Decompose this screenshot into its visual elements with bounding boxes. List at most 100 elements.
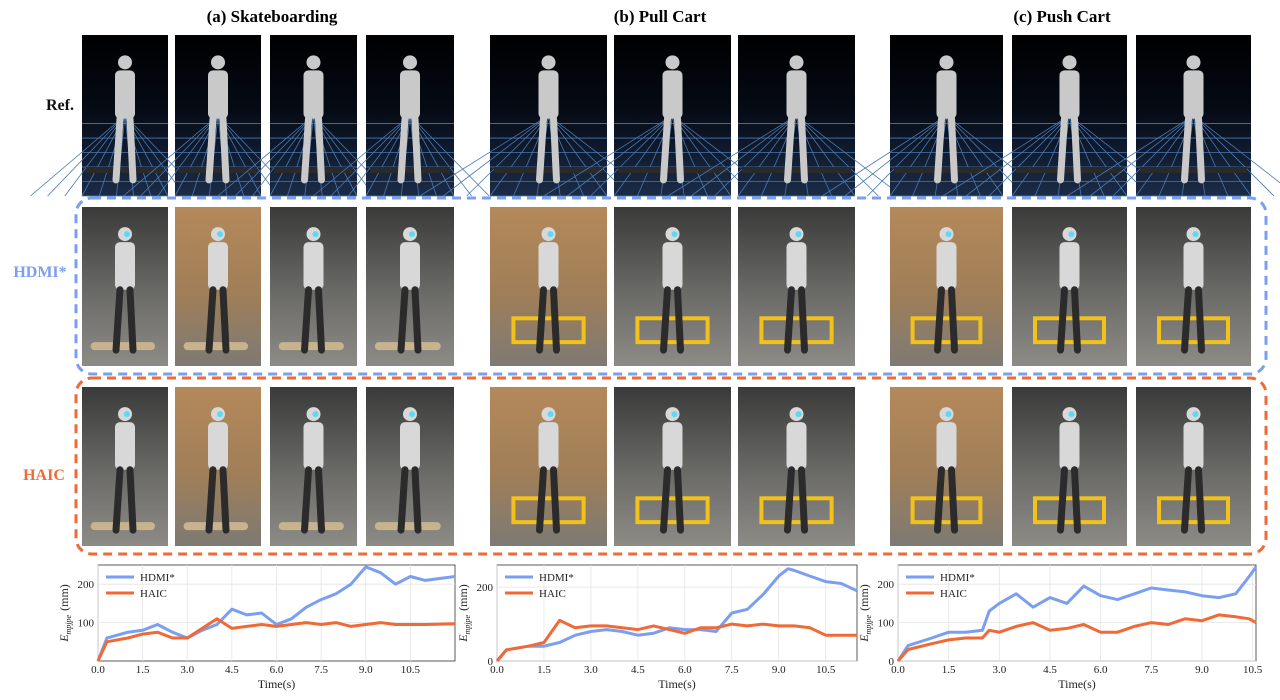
- robot-leg: [397, 466, 409, 534]
- robot-leg: [798, 286, 808, 354]
- sim-floor-line: [946, 115, 1004, 197]
- robot-leg: [1071, 115, 1081, 184]
- robot-torso: [786, 70, 807, 119]
- robot-leg: [660, 286, 671, 354]
- y-axis-label: Empjpe (mm): [857, 584, 873, 643]
- sim-floor-line: [140, 115, 219, 197]
- cart: [1140, 167, 1247, 174]
- y-tick-label: 100: [78, 618, 95, 630]
- robot-torso: [1059, 422, 1080, 470]
- y-tick-label: 200: [78, 579, 95, 591]
- cart: [494, 167, 603, 174]
- robot-torso: [115, 242, 135, 290]
- x-axis-label: Time(s): [258, 677, 296, 691]
- robot-leg: [126, 115, 137, 184]
- image-tile: [30, 35, 203, 197]
- robot-leg: [674, 466, 684, 534]
- cart: [1033, 316, 1106, 345]
- x-tick-label: 1.5: [942, 664, 956, 676]
- image-tile: [1012, 387, 1127, 546]
- robot-head: [665, 55, 680, 70]
- robot-leg: [205, 286, 217, 354]
- sim-floor-line: [1135, 115, 1194, 197]
- robot-torso: [1059, 242, 1080, 290]
- cart: [742, 167, 851, 174]
- robot-leg: [1057, 115, 1068, 184]
- y-label-sub: mpjpe: [64, 614, 73, 634]
- skateboard: [278, 342, 344, 351]
- sim-floor-line: [796, 115, 903, 197]
- robot-leg: [205, 466, 217, 534]
- row-label: HDMI*: [13, 264, 66, 281]
- skateboard: [183, 342, 249, 351]
- robot-leg: [315, 115, 325, 184]
- legend-label: HDMI*: [140, 572, 175, 584]
- robot-visor: [409, 231, 415, 238]
- robot-torso: [662, 242, 683, 290]
- robot-torso: [115, 422, 135, 470]
- sim-floor-line: [442, 115, 549, 197]
- robot-leg: [536, 286, 547, 354]
- robot-leg: [550, 286, 560, 354]
- robot-leg: [784, 466, 795, 534]
- sim-floor-line: [672, 115, 732, 197]
- sim-floor-line: [466, 115, 549, 197]
- sim-floor-line: [348, 115, 411, 197]
- image-grid: [30, 35, 1280, 546]
- robot-leg: [126, 286, 137, 354]
- robot-torso: [662, 70, 683, 119]
- robot-leg: [784, 115, 795, 184]
- robot-leg: [948, 466, 958, 534]
- sim-floor-line: [821, 115, 947, 197]
- robot-leg: [660, 466, 671, 534]
- cart: [1016, 167, 1123, 174]
- sim-floor-line: [889, 115, 947, 197]
- robot-torso: [208, 70, 228, 119]
- robot-leg: [112, 115, 124, 184]
- robot-visor: [217, 411, 223, 418]
- image-tile: [1136, 207, 1251, 366]
- skateboard: [374, 522, 441, 531]
- robot-visor: [671, 231, 678, 238]
- robot-leg: [219, 286, 230, 354]
- robot-torso: [786, 422, 807, 470]
- sim-floor-line: [217, 115, 279, 197]
- image-tile: [270, 207, 357, 366]
- row-label: HAIC: [23, 467, 65, 484]
- y-label-symbol: E: [57, 634, 71, 643]
- section-title: (c) Push Cart: [1013, 7, 1111, 26]
- y-tick-label: 0: [488, 656, 494, 668]
- robot-torso: [208, 422, 228, 470]
- robot-leg: [219, 466, 230, 534]
- y-tick-label: 200: [477, 582, 494, 594]
- x-tick-label: 0.0: [891, 664, 905, 676]
- y-axis-label: Empjpe (mm): [57, 584, 73, 643]
- sim-floor-line: [1112, 115, 1194, 197]
- image-tile: [312, 35, 490, 197]
- cart: [370, 167, 450, 174]
- cart: [635, 496, 710, 525]
- image-tile: [175, 207, 261, 366]
- x-tick-label: 3.0: [992, 664, 1006, 676]
- robot-visor: [547, 231, 554, 238]
- robot-visor: [312, 231, 319, 238]
- image-tile: [217, 35, 393, 197]
- robot-visor: [409, 411, 415, 418]
- haic-frame: [74, 376, 1268, 556]
- image-tile: [1136, 387, 1251, 546]
- robot-torso: [1059, 70, 1080, 119]
- sim-floor-line: [1011, 115, 1070, 197]
- robot-leg: [301, 115, 312, 184]
- sim-floor-line: [312, 115, 411, 197]
- image-tile: [82, 207, 168, 366]
- robot-leg: [219, 115, 230, 184]
- skateboard: [90, 342, 156, 351]
- robot-head: [939, 55, 954, 70]
- image-tile: [490, 387, 607, 546]
- x-axis-label: Time(s): [1058, 677, 1096, 691]
- robot-leg: [397, 115, 409, 184]
- robot-head: [118, 55, 132, 70]
- robot-leg: [660, 115, 671, 184]
- robot-leg: [411, 466, 422, 534]
- image-tile: [543, 35, 779, 197]
